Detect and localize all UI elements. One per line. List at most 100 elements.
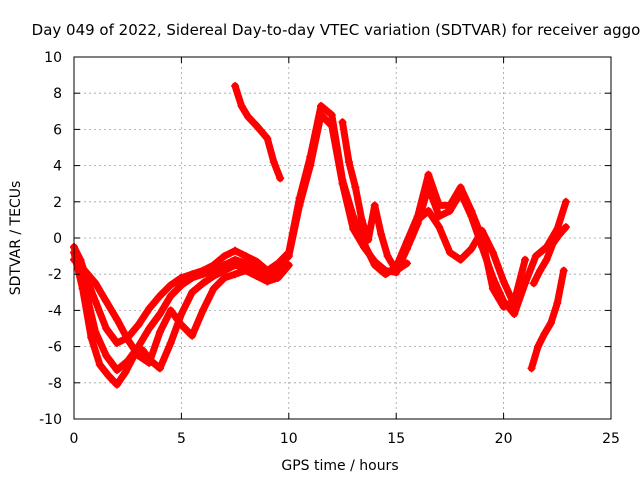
data-point-plus: [317, 110, 326, 119]
series-track-b: [70, 110, 570, 375]
data-point-plus: [445, 206, 454, 215]
data-point-plus: [317, 101, 326, 110]
series-track-i: [529, 223, 570, 288]
data-point-plus: [559, 266, 568, 275]
data-point-plus: [456, 255, 465, 264]
chart-title: Day 049 of 2022, Sidereal Day-to-day VTE…: [32, 21, 640, 39]
data-point-plus: [561, 223, 570, 232]
data-point-plus: [155, 291, 164, 300]
data-point-plus: [166, 338, 175, 347]
data-point-plus: [402, 259, 411, 268]
data-point-plus: [123, 335, 132, 344]
data-point-plus: [145, 324, 154, 333]
data-point-plus: [188, 273, 197, 282]
data-point-plus: [357, 215, 366, 224]
data-point-plus: [155, 310, 164, 319]
data-point-plus: [177, 320, 186, 329]
data-point-plus: [231, 261, 240, 270]
data-point-plus: [198, 270, 207, 279]
series-trace: [339, 118, 411, 275]
x-tick-label: 10: [280, 431, 298, 447]
series-track-f: [338, 118, 411, 275]
data-point-plus: [241, 252, 250, 261]
data-point-plus: [80, 266, 89, 275]
x-tick-label: 25: [602, 431, 620, 447]
data-point-plus: [231, 246, 240, 255]
data-point-plus: [263, 277, 272, 286]
data-point-plus: [231, 81, 240, 90]
data-point-plus: [112, 338, 121, 347]
data-point-plus: [542, 255, 551, 264]
data-point-plus: [252, 121, 261, 130]
axis-ticks: 0 5 10 15 20 25 -10 -8 -6 -4 -2 0 2 4 6 8 10: [39, 50, 620, 447]
data-point-plus: [338, 179, 347, 188]
series-trace: [70, 102, 529, 347]
data-point-plus: [263, 134, 272, 143]
data-point-plus: [338, 118, 347, 127]
data-point-plus: [510, 310, 519, 319]
data-point-plus: [553, 299, 562, 308]
data-point-plus: [377, 230, 386, 239]
data-point-plus: [327, 121, 336, 130]
series-trace: [70, 111, 570, 374]
data-point-plus: [188, 331, 197, 340]
data-point-plus: [527, 364, 536, 373]
data-point-plus: [102, 351, 111, 360]
data-point-plus: [138, 346, 147, 355]
data-point-plus: [252, 257, 261, 266]
data-point-plus: [370, 257, 379, 266]
data-point-plus: [274, 273, 283, 282]
data-point-plus: [209, 284, 218, 293]
y-tick-label: 2: [53, 195, 62, 211]
data-point-plus: [177, 281, 186, 290]
data-point-plus: [445, 248, 454, 257]
data-point-plus: [555, 230, 564, 239]
series-track-g: [413, 206, 519, 309]
series-track-c: [70, 248, 283, 389]
data-point-plus: [166, 306, 175, 315]
data-point-plus: [499, 277, 508, 286]
data-point-plus: [220, 252, 229, 261]
data-point-plus: [209, 272, 218, 281]
data-point-plus: [529, 279, 538, 288]
data-point-plus: [349, 224, 358, 233]
data-point-plus: [467, 212, 476, 221]
x-tick-label: 0: [70, 431, 79, 447]
data-points: [70, 81, 570, 389]
data-point-plus: [252, 272, 261, 281]
data-point-plus: [220, 266, 229, 275]
data-point-plus: [488, 248, 497, 257]
data-point-plus: [155, 328, 164, 337]
series-trace: [528, 267, 568, 372]
data-point-plus: [531, 252, 540, 261]
data-point-plus: [237, 101, 246, 110]
data-point-plus: [166, 291, 175, 300]
data-point-plus: [166, 281, 175, 290]
series-trace: [530, 223, 570, 287]
y-tick-label: -6: [48, 340, 62, 356]
y-tick-label: 6: [53, 122, 62, 138]
data-point-plus: [145, 358, 154, 367]
x-tick-label: 5: [177, 431, 186, 447]
y-axis-label: SDTVAR / TECUs: [8, 181, 24, 296]
y-tick-label: 0: [53, 231, 62, 247]
data-point-plus: [78, 284, 87, 293]
data-point-plus: [467, 244, 476, 253]
data-point-plus: [381, 266, 390, 275]
data-point-plus: [91, 297, 100, 306]
data-point-plus: [95, 360, 104, 369]
y-tick-label: -8: [48, 376, 62, 392]
data-point-plus: [155, 364, 164, 373]
data-point-plus: [112, 380, 121, 389]
data-point-plus: [435, 212, 444, 221]
data-point-plus: [546, 319, 555, 328]
data-point-plus: [284, 252, 293, 261]
y-tick-label: -2: [48, 267, 62, 283]
data-point-plus: [424, 183, 433, 192]
data-point-plus: [533, 342, 542, 351]
data-point-plus: [177, 273, 186, 282]
data-point-plus: [370, 201, 379, 210]
series-trace: [70, 249, 282, 389]
data-point-plus: [359, 243, 368, 252]
